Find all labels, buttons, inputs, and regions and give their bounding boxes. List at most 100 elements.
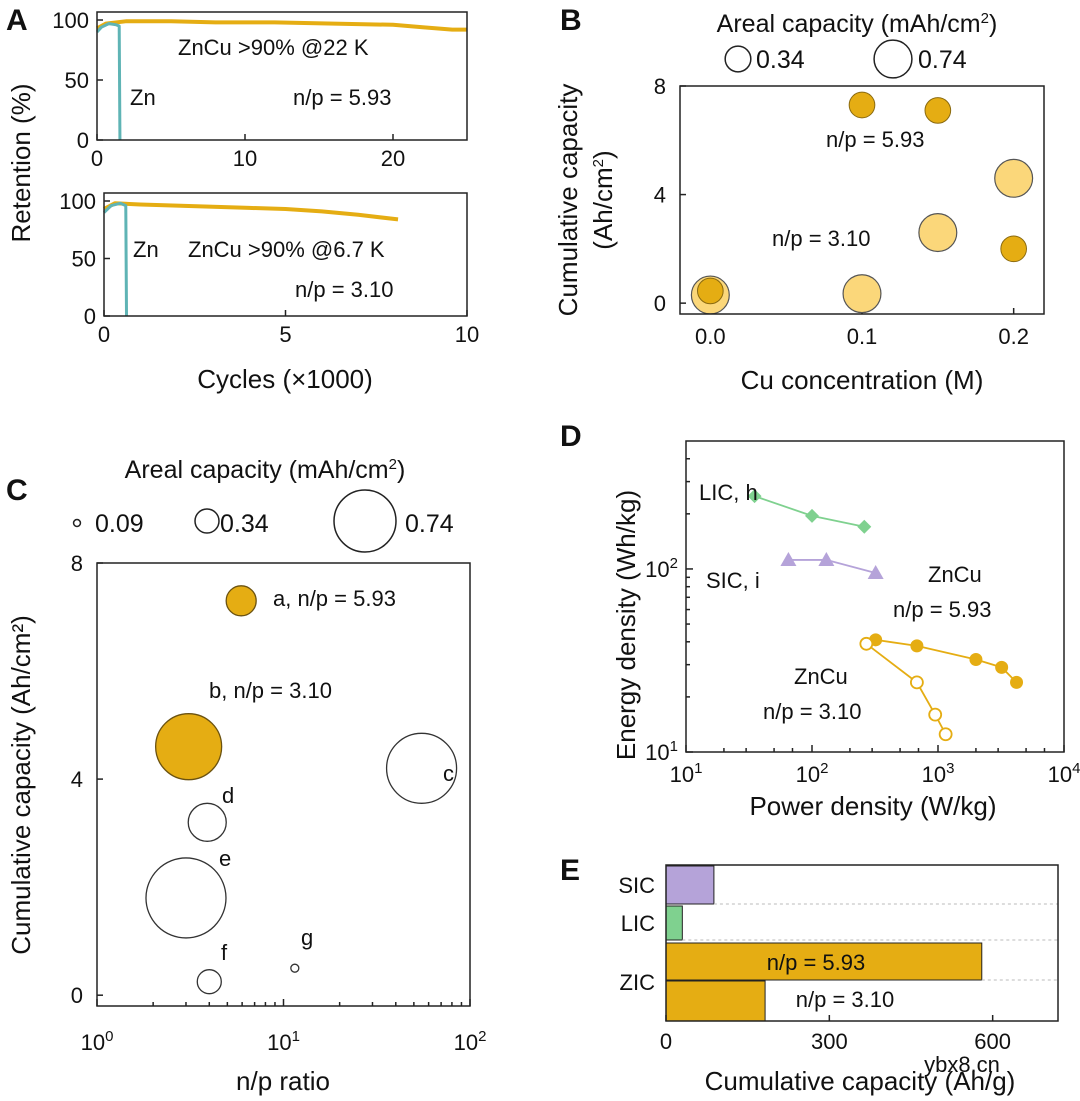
y-axis-label: Retention (%)	[6, 84, 36, 243]
legend-label: 0.09	[95, 510, 144, 538]
annotation: n/p = 3.10	[763, 699, 861, 724]
x-tick-label: 300	[811, 1029, 848, 1054]
data-label: d	[222, 783, 234, 808]
y-tick-label: 0	[84, 304, 96, 329]
x-tick-label: 10	[233, 146, 257, 171]
panel-letter-a: A	[6, 4, 28, 37]
data-point	[187, 802, 227, 842]
annotation: ZnCu	[794, 664, 848, 689]
series-line-zncu	[96, 19, 467, 32]
legend-label: 0.34	[756, 46, 805, 74]
x-axis-label: Power density (W/kg)	[749, 791, 996, 821]
data-point	[747, 489, 762, 504]
y-tick-label: 4	[71, 767, 83, 792]
data-point	[385, 732, 458, 804]
legend-bubble	[724, 45, 752, 73]
data-label: a, n/p = 5.93	[273, 586, 396, 611]
bar-zic	[665, 942, 983, 981]
data-point	[909, 675, 924, 690]
annotation: ZnCu >90% @6.7 K	[188, 237, 385, 262]
data-label: g	[301, 925, 313, 950]
bar-sic	[665, 865, 715, 905]
data-point	[857, 519, 872, 534]
data-point	[867, 565, 884, 580]
x-axis-label: n/p ratio	[236, 1066, 330, 1096]
y-tick-label: 0	[71, 983, 83, 1008]
y-axis-label: Energy density (Wh/kg)	[611, 490, 641, 760]
x-axis-label: Cu concentration (M)	[741, 365, 984, 395]
x-axis-label: Cycles (×1000)	[197, 364, 373, 394]
annotation: LIC, h	[699, 480, 758, 505]
data-point	[859, 636, 874, 651]
y-axis-label: Cumulative capacity	[553, 84, 583, 317]
watermark: ybx8.cn	[924, 1052, 1000, 1077]
annotation: n/p = 3.10	[772, 226, 870, 251]
y-tick-label: 50	[65, 68, 89, 93]
bar-label: n/p = 5.93	[767, 950, 865, 975]
data-point	[994, 158, 1034, 198]
x-tick-label: 104	[1048, 760, 1080, 787]
x-axis-label: Cumulative capacity (Ah/g)	[705, 1066, 1016, 1096]
legend-bubble	[194, 508, 220, 534]
legend-label: 0.34	[220, 510, 269, 538]
x-tick-label: 0.2	[998, 324, 1029, 349]
y-tick-label: 100	[59, 189, 96, 214]
data-point	[1010, 675, 1024, 689]
data-point	[1000, 235, 1027, 263]
data-point	[938, 727, 953, 742]
data-point	[848, 91, 876, 119]
annotation: n/p = 5.93	[893, 597, 991, 622]
panel-letter-e: E	[560, 854, 580, 887]
legend-bubble	[333, 489, 397, 553]
x-tick-label: 101	[670, 760, 703, 787]
data-label: f	[221, 940, 228, 965]
y-tick-label: 100	[52, 8, 89, 33]
y-tick-label: 4	[654, 183, 666, 208]
series-line	[865, 643, 947, 735]
data-point	[145, 857, 227, 939]
bar-zic	[665, 980, 766, 1022]
data-point	[225, 585, 257, 617]
panel-letter-c: C	[6, 474, 28, 507]
category-label: LIC	[621, 911, 655, 936]
legend-label: 0.74	[405, 510, 454, 538]
panel-d-frame	[685, 440, 1065, 753]
series-line-zncu	[103, 201, 399, 222]
annotation: n/p = 5.93	[826, 127, 924, 152]
x-tick-label: 20	[381, 146, 405, 171]
x-tick-label: 101	[267, 1028, 300, 1055]
x-tick-label: 102	[796, 760, 829, 787]
annotation: n/p = 5.93	[293, 85, 391, 110]
x-tick-label: 100	[81, 1028, 114, 1055]
series-line-zn	[95, 22, 122, 141]
x-tick-label: 0	[98, 322, 110, 347]
series-line	[875, 638, 1018, 684]
data-point	[918, 213, 958, 253]
data-point	[969, 653, 983, 667]
y-tick-label: 102	[645, 555, 678, 582]
y-tick-label: 101	[645, 738, 678, 765]
legend-label: 0.74	[918, 46, 967, 74]
y-tick-label: 0	[654, 291, 666, 316]
x-tick-label: 600	[974, 1029, 1011, 1054]
panel-a-frame	[96, 11, 468, 141]
annotation: SIC, i	[706, 568, 760, 593]
data-point	[196, 969, 222, 995]
legend-bubble	[873, 39, 913, 79]
annotation: Zn	[133, 237, 159, 262]
data-point	[697, 277, 724, 305]
panel-c-frame	[96, 562, 471, 1007]
x-tick-label: 0.1	[847, 324, 878, 349]
annotation: ZnCu	[928, 562, 982, 587]
data-point	[154, 713, 223, 781]
x-tick-label: 10	[455, 322, 479, 347]
series-line-zn	[102, 201, 129, 317]
annotation: ZnCu >90% @22 K	[178, 35, 369, 60]
panel-letter-d: D	[560, 420, 582, 453]
y-tick-label: 50	[72, 247, 96, 272]
data-label: b, n/p = 3.10	[209, 678, 332, 703]
x-tick-label: 0	[660, 1029, 672, 1054]
legend-title: Areal capacity (mAh/cm2)	[125, 456, 406, 484]
data-label: c	[443, 761, 454, 786]
data-point	[995, 660, 1009, 674]
